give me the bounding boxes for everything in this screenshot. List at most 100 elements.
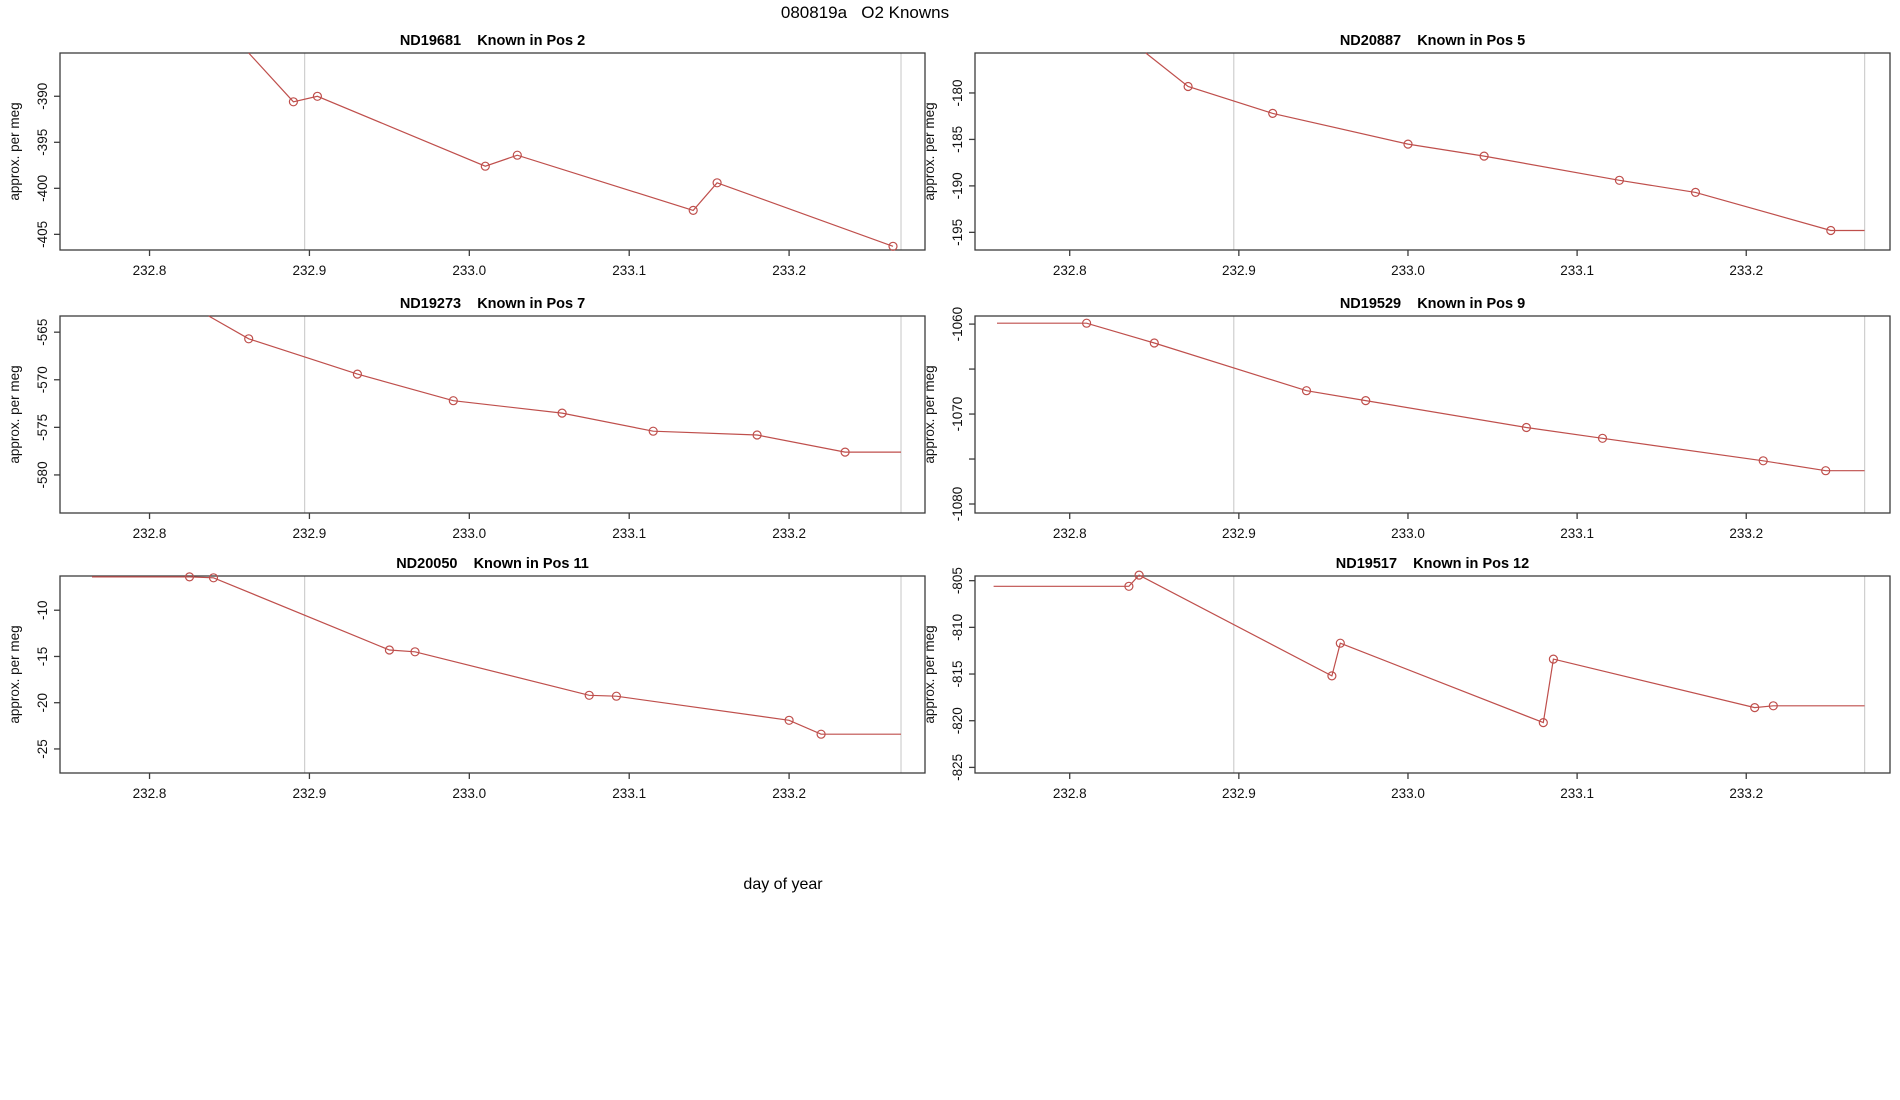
x-tick-label: 232.9 <box>1222 786 1256 801</box>
data-point <box>1690 187 1701 197</box>
x-tick-label: 232.9 <box>1222 263 1256 278</box>
data-line <box>208 315 901 453</box>
x-tick-label: 232.8 <box>1053 263 1087 278</box>
data-point <box>288 97 298 107</box>
x-tick-label: 233.2 <box>1729 786 1763 801</box>
data-point <box>208 573 219 583</box>
y-tick-label: -195 <box>950 219 965 246</box>
x-tick-label: 233.1 <box>612 526 646 541</box>
plot-title: ND19517 Known in Pos 12 <box>1336 556 1529 572</box>
data-point <box>1327 671 1337 681</box>
x-tick-label: 232.8 <box>133 526 167 541</box>
data-point <box>1335 638 1345 648</box>
y-tick-label: -25 <box>35 739 50 759</box>
x-tick-label: 233.1 <box>1560 526 1594 541</box>
data-point <box>1538 717 1548 728</box>
data-point <box>1768 701 1778 711</box>
x-tick-label: 233.2 <box>772 526 806 541</box>
data-point <box>1597 433 1608 443</box>
plot-title: ND20887 Known in Pos 5 <box>1340 33 1525 49</box>
data-point <box>1758 456 1768 466</box>
y-tick-label: -400 <box>35 175 50 202</box>
x-tick-label: 233.2 <box>1729 526 1763 541</box>
data-point <box>184 572 195 582</box>
data-point <box>688 205 698 215</box>
figure-main-title: 080819a O2 Knowns <box>780 3 950 22</box>
y-tick-label: -10 <box>35 600 50 620</box>
x-tick-label: 232.8 <box>1053 526 1087 541</box>
y-tick-label: -395 <box>35 129 50 156</box>
data-point <box>352 369 362 379</box>
x-tick-label: 233.2 <box>772 263 806 278</box>
data-point <box>1403 139 1413 149</box>
x-axis-outer-label: day of year <box>743 876 823 893</box>
data-line <box>997 322 1865 472</box>
subplot-nd19529: 232.8 232.9 233.0 233.1 233.2 -1060 -1070 -1080… <box>922 296 1891 541</box>
x-tick-label: 232.9 <box>293 526 327 541</box>
data-point <box>312 91 322 101</box>
y-tick-label: -815 <box>950 661 965 688</box>
y-tick-label: -1060 <box>950 307 965 342</box>
y-tick-label: -575 <box>35 414 50 441</box>
data-line <box>993 574 1865 724</box>
x-tick-label: 233.1 <box>1560 786 1594 801</box>
plot-title: ND19529 Known in Pos 9 <box>1340 296 1525 312</box>
data-point <box>840 447 850 457</box>
y-tick-label: -570 <box>35 366 50 393</box>
x-tick-label: 232.8 <box>1053 786 1087 801</box>
x-tick-label: 233.0 <box>452 786 486 801</box>
x-tick-label: 233.0 <box>1391 526 1425 541</box>
x-tick-label: 232.9 <box>293 786 327 801</box>
y-tick-label: -580 <box>35 461 50 488</box>
y-tick-label: -1070 <box>950 397 965 432</box>
y-tick-label: -805 <box>950 567 965 594</box>
plot-title: ND19273 Known in Pos 7 <box>400 296 585 312</box>
data-point <box>448 396 458 406</box>
plot-frame <box>59 52 926 251</box>
y-tick-label: -825 <box>950 754 965 781</box>
data-point <box>557 408 567 418</box>
x-tick-label: 232.9 <box>293 263 327 278</box>
data-point <box>1479 151 1489 161</box>
x-tick-label: 233.0 <box>1391 786 1425 801</box>
data-point <box>410 647 420 657</box>
data-point <box>1821 466 1831 476</box>
data-point <box>712 178 722 188</box>
y-axis-title: approx. per meg <box>7 102 22 200</box>
y-tick-label: -820 <box>950 707 965 734</box>
plot-frame <box>974 315 1891 514</box>
data-point <box>1134 570 1144 580</box>
subplot-nd20050: 232.8 232.9 233.0 233.1 233.2 -10 -15 -20 -25 app… <box>7 556 926 801</box>
x-tick-label: 233.0 <box>452 526 486 541</box>
x-tick-label: 232.8 <box>133 263 167 278</box>
data-point <box>1750 702 1760 713</box>
plot-frame <box>974 52 1891 251</box>
data-point <box>1081 318 1092 328</box>
plot-title: ND20050 Known in Pos 11 <box>396 556 589 572</box>
subplot-nd20887: 232.8 232.9 233.0 233.1 233.2 -180 -185 -190 -19… <box>922 33 1891 278</box>
data-point <box>1183 81 1193 92</box>
y-tick-label: -185 <box>950 126 965 153</box>
data-line <box>92 576 901 735</box>
data-line <box>248 52 894 247</box>
y-tick-label: -405 <box>35 221 50 248</box>
y-tick-label: -565 <box>35 319 50 346</box>
data-point <box>1614 175 1625 185</box>
data-point <box>480 161 490 171</box>
data-point <box>1268 108 1278 119</box>
y-tick-label: -15 <box>35 647 50 667</box>
data-point <box>888 241 898 251</box>
y-tick-label: -190 <box>950 172 965 199</box>
y-tick-label: -20 <box>35 693 50 713</box>
plot-frame <box>59 315 926 514</box>
data-point <box>384 645 394 655</box>
data-point <box>1361 396 1371 406</box>
x-tick-label: 232.9 <box>1222 526 1256 541</box>
data-point <box>584 690 594 700</box>
data-point <box>1826 225 1836 236</box>
x-tick-label: 232.8 <box>133 786 167 801</box>
x-tick-label: 233.1 <box>612 263 646 278</box>
y-axis-title: approx. per meg <box>7 365 22 463</box>
data-point <box>1149 338 1159 348</box>
